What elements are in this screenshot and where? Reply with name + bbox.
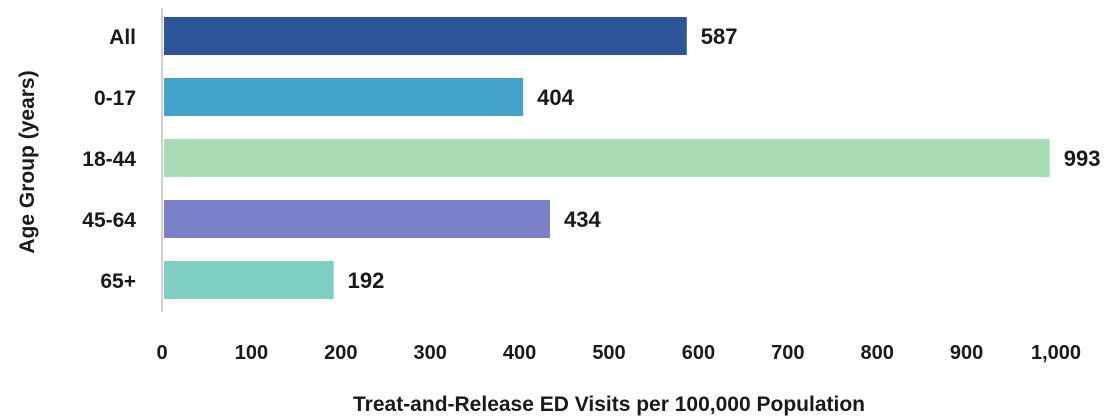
bar-45-64: [164, 200, 550, 238]
x-tick-label-7: 700: [771, 342, 804, 364]
x-tick-label-10: 1,000: [1031, 342, 1081, 364]
category-label-65: 65+: [100, 270, 136, 293]
category-labels-layer: All 0-17 18-44 45-64 65+: [82, 26, 136, 293]
category-label-18-44: 18-44: [82, 148, 136, 171]
category-label-all: All: [109, 26, 136, 49]
x-tick-label-6: 600: [682, 342, 715, 364]
category-label-0-17: 0-17: [94, 87, 136, 110]
x-tick-label-9: 900: [950, 342, 983, 364]
bar-0-17: [164, 78, 524, 116]
value-label-0-17: 404: [537, 85, 574, 110]
bars-layer: [164, 17, 1050, 299]
value-labels-layer: 587 404 993 434 192: [348, 24, 1101, 293]
bar-18-44: [164, 139, 1050, 177]
x-tick-label-4: 400: [503, 342, 536, 364]
x-tick-label-5: 500: [592, 342, 625, 364]
value-label-45-64: 434: [564, 207, 601, 232]
x-tick-label-1: 100: [235, 342, 268, 364]
x-tick-label-8: 800: [861, 342, 894, 364]
x-tick-label-3: 300: [414, 342, 447, 364]
x-ticks-layer: 0 100 200 300 400 500 600 700 800 900 1,000: [156, 342, 1081, 364]
value-label-18-44: 993: [1064, 146, 1101, 171]
x-tick-label-0: 0: [156, 342, 167, 364]
bar-65: [164, 261, 334, 299]
value-label-65: 192: [348, 268, 385, 293]
bar-all: [164, 17, 687, 55]
value-label-all: 587: [701, 24, 738, 49]
x-axis-title: Treat-and-Release ED Visits per 100,000 …: [353, 393, 865, 416]
y-axis-title: Age Group (years): [16, 70, 39, 253]
x-tick-label-2: 200: [324, 342, 357, 364]
category-label-45-64: 45-64: [82, 209, 136, 232]
